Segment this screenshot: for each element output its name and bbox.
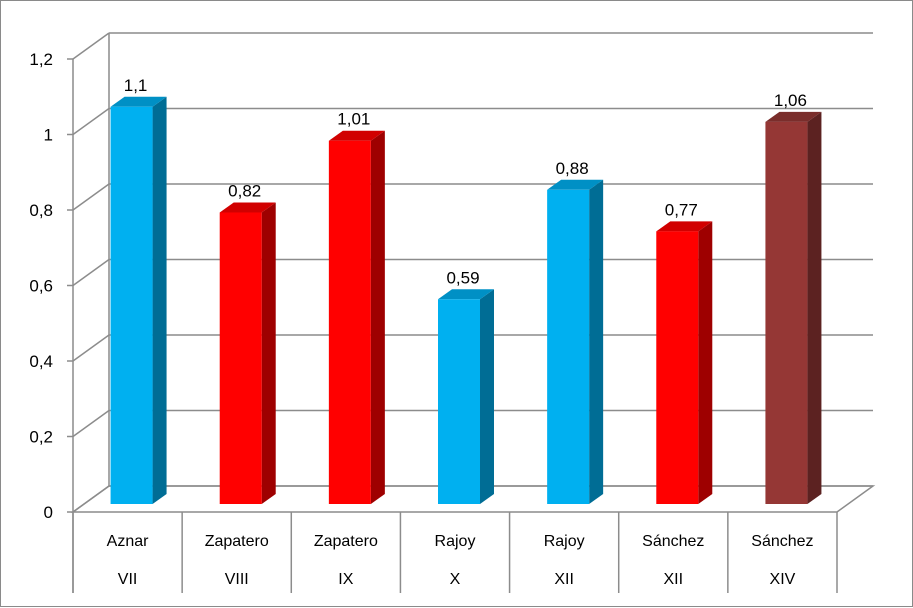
gridline-side bbox=[72, 32, 110, 60]
y-tick-label: 0,2 bbox=[29, 428, 53, 447]
bar bbox=[547, 189, 590, 505]
bar-side bbox=[480, 289, 494, 504]
bar-side bbox=[807, 111, 822, 504]
category-term-label: XIV bbox=[770, 571, 796, 588]
y-tick-label: 0,4 bbox=[29, 352, 53, 371]
category-term-label: VII bbox=[118, 571, 138, 588]
bar-top bbox=[765, 111, 822, 122]
y-tick-label: 0,6 bbox=[29, 277, 53, 296]
category-term-label: XII bbox=[664, 571, 684, 588]
category-label: Sánchez bbox=[642, 533, 704, 550]
bar-top bbox=[328, 130, 385, 141]
bar-top bbox=[547, 179, 604, 190]
chart-floor bbox=[70, 485, 876, 513]
data-label: 1,06 bbox=[774, 91, 807, 110]
gridline-side bbox=[72, 258, 110, 287]
bar-top bbox=[438, 289, 494, 300]
category-term-label: VIII bbox=[225, 571, 249, 588]
category-label: Aznar bbox=[107, 533, 149, 550]
bar bbox=[438, 299, 480, 504]
bar-side bbox=[261, 202, 276, 504]
y-tick-label: 0 bbox=[44, 503, 53, 522]
bar bbox=[328, 140, 371, 504]
category-label: Zapatero bbox=[205, 533, 269, 550]
category-label: Rajoy bbox=[544, 533, 585, 550]
bar bbox=[656, 231, 699, 504]
category-term-label: IX bbox=[338, 571, 353, 588]
category-term-label: X bbox=[450, 571, 461, 588]
y-tick-label: 1,2 bbox=[29, 50, 53, 69]
data-label: 0,88 bbox=[556, 159, 589, 178]
data-label: 0,59 bbox=[446, 268, 479, 287]
bar-top bbox=[656, 221, 713, 232]
bar-side bbox=[370, 130, 385, 504]
category-label: Sánchez bbox=[751, 533, 813, 550]
gridline-side bbox=[72, 334, 110, 362]
data-label: 0,82 bbox=[228, 181, 261, 200]
category-label: Rajoy bbox=[435, 533, 476, 550]
category-term-label: XII bbox=[554, 571, 574, 588]
bar-side bbox=[589, 179, 604, 505]
bar bbox=[219, 212, 262, 504]
gridline-side bbox=[72, 183, 110, 211]
bar-side bbox=[698, 221, 713, 504]
y-tick-label: 1 bbox=[44, 126, 53, 145]
data-label: 1,1 bbox=[124, 76, 148, 95]
bar-top bbox=[110, 96, 167, 107]
y-tick-label: 0,8 bbox=[29, 201, 53, 220]
bar-top bbox=[219, 202, 276, 213]
bar bbox=[110, 106, 153, 504]
data-label: 1,01 bbox=[337, 110, 370, 129]
category-label: Zapatero bbox=[314, 533, 378, 550]
data-label: 0,77 bbox=[665, 200, 698, 219]
gridline-side bbox=[72, 107, 110, 136]
bar bbox=[765, 121, 808, 504]
bar-side bbox=[152, 96, 167, 504]
gridline-side bbox=[72, 409, 110, 438]
